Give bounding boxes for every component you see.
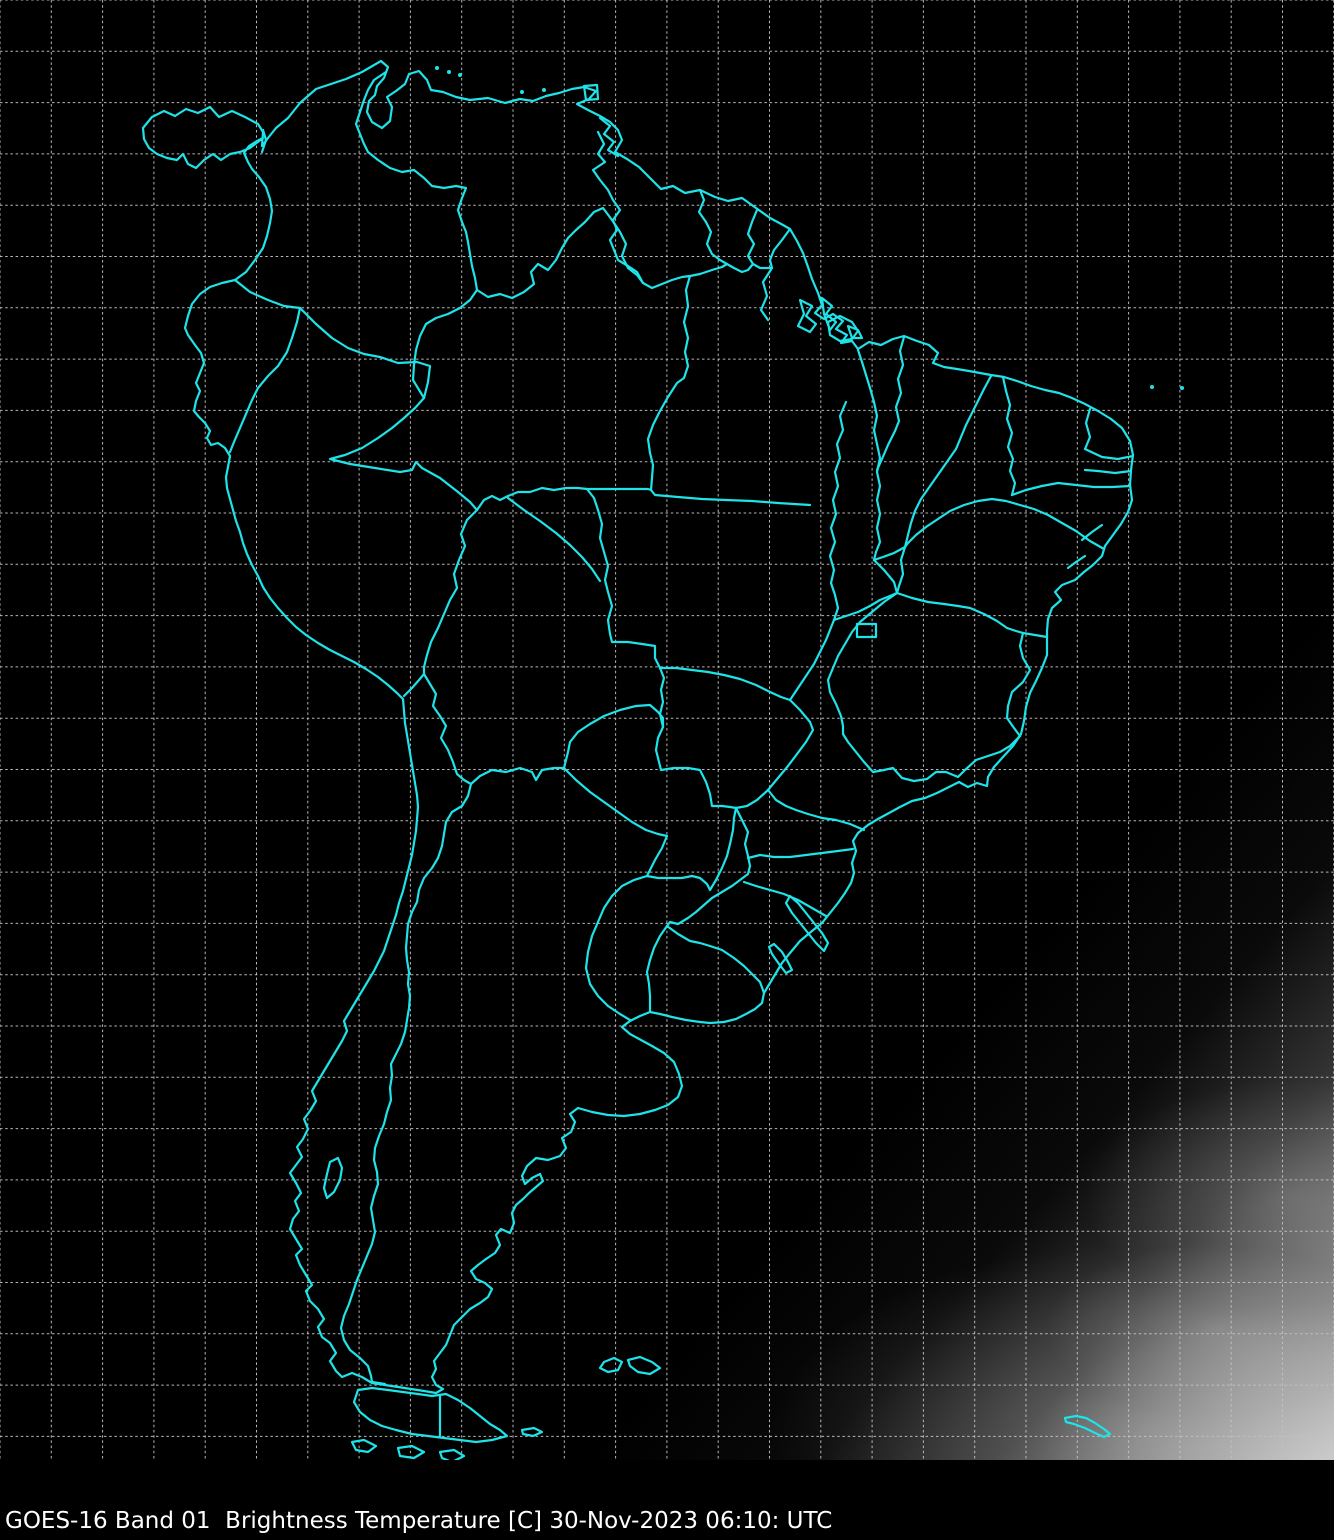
map-canvas bbox=[0, 0, 1334, 1460]
caption-bar: GOES-16 Band 01 Brightness Temperature [… bbox=[0, 1460, 1334, 1540]
satellite-map-area bbox=[0, 0, 1334, 1460]
coastline-layer bbox=[141, 59, 1135, 1395]
graticule-grid bbox=[0, 0, 1334, 1460]
state-borders-layer bbox=[506, 266, 1135, 918]
image-caption: GOES-16 Band 01 Brightness Temperature [… bbox=[5, 1507, 833, 1534]
islands-layer bbox=[322, 66, 1184, 1460]
country-borders-layer bbox=[228, 70, 792, 1439]
